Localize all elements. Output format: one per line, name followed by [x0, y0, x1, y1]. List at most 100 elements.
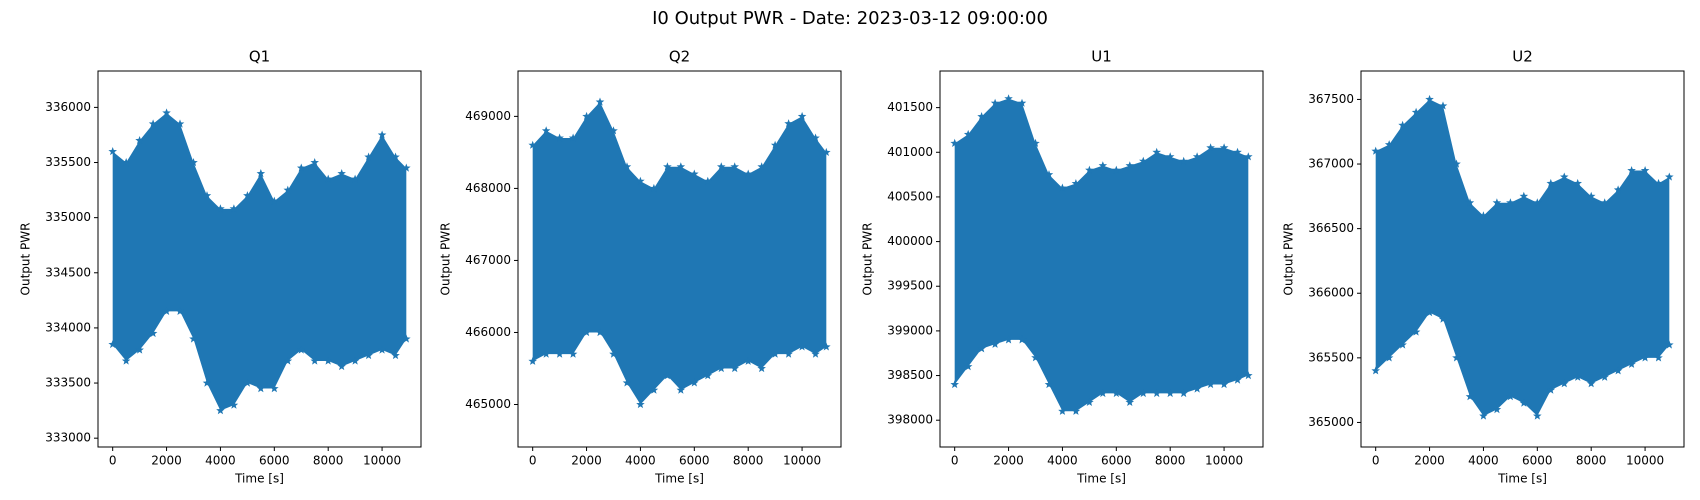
- y-tick-label: 367000: [1308, 157, 1354, 171]
- star-marker: [1031, 138, 1040, 147]
- star-marker: [1438, 101, 1448, 110]
- star-marker: [1452, 159, 1461, 168]
- star-marker: [1071, 179, 1081, 188]
- star-marker: [1179, 156, 1188, 165]
- x-tick-label: 6000: [679, 454, 710, 468]
- star-marker: [743, 356, 753, 365]
- star-marker: [730, 162, 739, 171]
- star-marker: [622, 378, 632, 387]
- star-marker: [1165, 152, 1175, 161]
- star-marker: [148, 328, 158, 338]
- point-cloud: [112, 112, 407, 411]
- y-tick-label: 399500: [887, 279, 933, 293]
- star-marker: [1425, 94, 1434, 104]
- star-marker: [256, 384, 266, 393]
- star-marker: [1058, 183, 1067, 192]
- star-marker: [528, 356, 537, 365]
- star-marker: [1586, 379, 1596, 388]
- star-marker: [323, 356, 333, 365]
- star-marker: [108, 147, 117, 156]
- star-marker: [323, 174, 333, 183]
- star-marker: [770, 140, 780, 149]
- star-marker: [811, 133, 820, 142]
- star-marker: [1004, 335, 1013, 344]
- subplot-title: Q2: [669, 48, 690, 66]
- y-tick-label: 399000: [887, 323, 933, 337]
- star-marker: [822, 147, 831, 156]
- star-marker: [595, 97, 605, 106]
- star-marker: [663, 162, 672, 171]
- star-marker: [402, 334, 411, 343]
- y-tick-label: 469000: [465, 109, 511, 123]
- star-marker: [402, 163, 411, 172]
- x-tick-label: 6000: [259, 454, 290, 468]
- star-marker: [1071, 406, 1081, 415]
- star-marker: [690, 169, 699, 178]
- star-marker: [1244, 371, 1253, 380]
- star-marker: [1665, 172, 1674, 181]
- star-marker: [1098, 161, 1108, 170]
- star-marker: [1206, 143, 1215, 152]
- star-marker: [189, 334, 198, 343]
- star-marker: [364, 351, 373, 360]
- star-marker: [1479, 211, 1488, 220]
- star-marker: [703, 176, 713, 185]
- x-axis-label: Time [s]: [1497, 472, 1547, 486]
- star-marker: [1519, 191, 1529, 200]
- star-marker: [364, 152, 373, 161]
- star-marker: [1411, 107, 1421, 116]
- star-marker: [609, 349, 618, 358]
- star-marker: [175, 306, 185, 315]
- star-marker: [175, 119, 185, 128]
- y-tick-label: 334000: [45, 320, 91, 334]
- star-marker: [717, 162, 726, 171]
- star-marker: [1384, 353, 1394, 362]
- subplot: Q2 0 2000 4000 6000 8000 10000 465000 466000 4670…: [439, 48, 842, 486]
- plot-area: [950, 94, 1253, 415]
- star-marker: [1152, 147, 1161, 156]
- star-marker: [595, 328, 605, 337]
- star-marker: [391, 152, 400, 161]
- star-marker: [283, 356, 293, 365]
- y-tick-label: 466000: [465, 325, 511, 339]
- star-marker: [1125, 397, 1135, 406]
- star-marker: [690, 378, 699, 387]
- star-marker: [811, 349, 820, 358]
- star-marker: [977, 344, 986, 353]
- star-marker: [243, 191, 252, 200]
- x-tick-label: 0: [1372, 454, 1380, 468]
- star-marker: [822, 342, 831, 351]
- star-marker: [377, 345, 387, 354]
- star-marker: [1031, 353, 1040, 362]
- y-tick-label: 398500: [887, 368, 933, 382]
- star-marker: [202, 191, 212, 200]
- star-marker: [1398, 340, 1407, 349]
- star-marker: [1044, 380, 1054, 389]
- star-marker: [1165, 388, 1175, 398]
- x-tick-label: 6000: [1101, 454, 1132, 468]
- star-marker: [216, 406, 225, 415]
- axes-frame: [1360, 70, 1685, 448]
- star-marker: [1600, 198, 1609, 207]
- star-marker: [950, 380, 959, 389]
- y-axis-label: Output PWR: [861, 223, 875, 296]
- y-tick-label: 400000: [887, 234, 933, 248]
- star-marker: [743, 169, 753, 178]
- star-marker: [350, 174, 360, 183]
- star-marker: [1139, 388, 1148, 398]
- star-marker: [256, 169, 266, 178]
- star-marker: [1654, 178, 1663, 188]
- y-tick-label: 366000: [1308, 286, 1354, 300]
- subplot-title: U2: [1512, 48, 1533, 66]
- y-tick-label: 366500: [1308, 221, 1354, 235]
- star-marker: [229, 400, 239, 409]
- star-marker: [663, 371, 672, 380]
- star-marker: [1492, 405, 1502, 414]
- x-axis-label: Time [s]: [234, 472, 284, 486]
- figure-title: I0 Output PWR - Date: 2023-03-12 09:00:0…: [652, 8, 1048, 29]
- star-marker: [1613, 185, 1623, 194]
- y-tick-label: 401500: [887, 100, 933, 114]
- star-marker: [797, 342, 807, 351]
- subplot: Q1 0 2000 4000 6000 8000 10000 333000 333500 3340…: [19, 48, 422, 486]
